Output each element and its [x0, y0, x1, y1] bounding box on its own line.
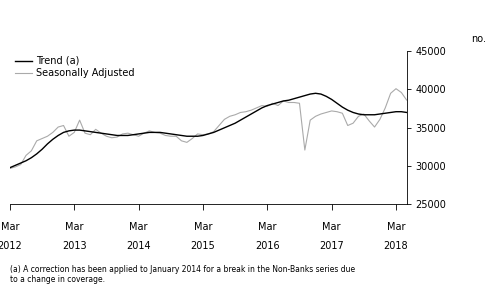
Text: 2012: 2012 — [0, 241, 22, 251]
Text: 2015: 2015 — [190, 241, 215, 251]
Text: Mar: Mar — [258, 222, 277, 231]
Text: 2017: 2017 — [319, 241, 344, 251]
Text: 2016: 2016 — [255, 241, 280, 251]
Text: 2013: 2013 — [62, 241, 87, 251]
Text: Mar: Mar — [322, 222, 341, 231]
Text: 2014: 2014 — [126, 241, 151, 251]
Text: Mar: Mar — [0, 222, 19, 231]
Text: (a) A correction has been applied to January 2014 for a break in the Non-Banks s: (a) A correction has been applied to Jan… — [10, 265, 355, 284]
Text: 2018: 2018 — [384, 241, 408, 251]
Legend: Trend (a), Seasonally Adjusted: Trend (a), Seasonally Adjusted — [15, 56, 135, 78]
Text: Mar: Mar — [129, 222, 148, 231]
Text: no.: no. — [471, 34, 486, 44]
Text: Mar: Mar — [387, 222, 405, 231]
Text: Mar: Mar — [194, 222, 212, 231]
Text: Mar: Mar — [65, 222, 83, 231]
